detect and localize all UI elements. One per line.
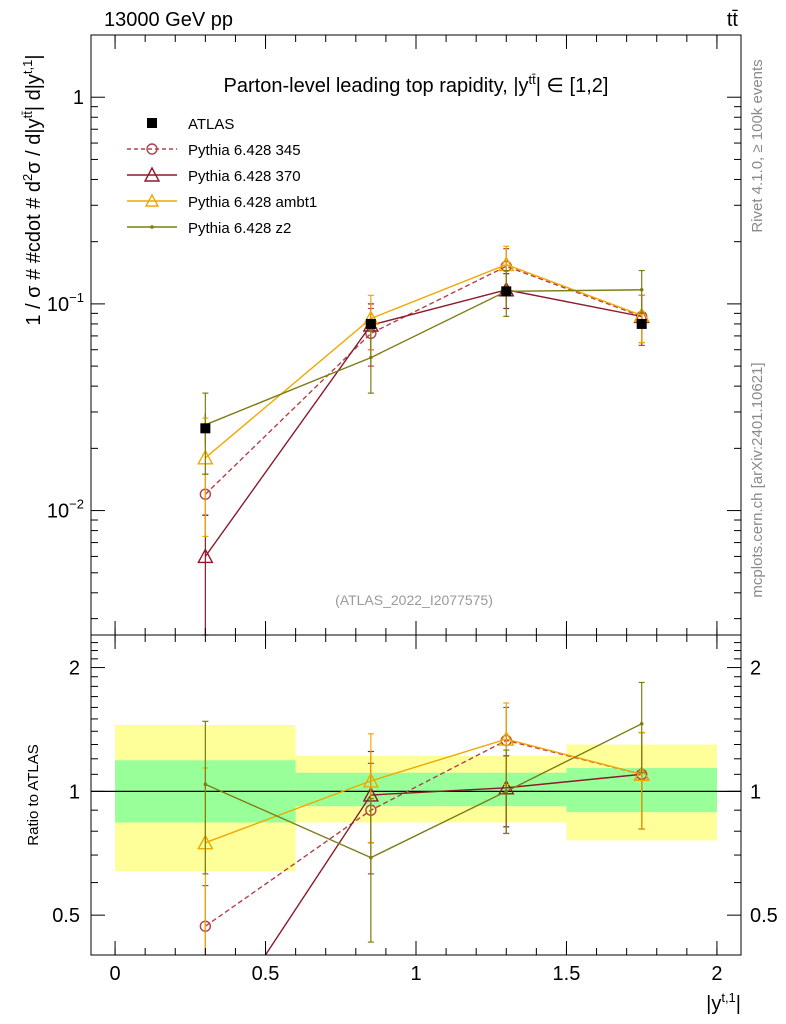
legend-marker-pythia-z2 [150,225,154,229]
legend-label-atlas: ATLAS [188,116,234,133]
main-point-atlas [636,318,647,329]
ratio-point-pythia-6-428-z2 [203,782,208,787]
main-y-tick-label: 10−2 [47,497,84,523]
process-label: tt̄ [727,9,739,31]
ratio-point-pythia-6-428-z2 [639,721,644,726]
legend: ATLAS Pythia 6.428 345 Pythia 6.428 370 … [127,116,317,237]
main-point-atlas [365,318,376,329]
ratio-y-tick-label: 1 [69,781,80,803]
ratio-y-tick-label-right: 0.5 [750,905,778,927]
ratio-y-tick-label-right: 1 [750,781,761,803]
ratio-point-pythia-6-428-ambt1 [498,730,515,746]
legend-marker-pythia-345 [146,143,158,155]
legend-marker-pythia-370 [143,166,161,182]
legend-label-pythia-ambt1: Pythia 6.428 ambt1 [188,194,317,211]
ratio-point-pythia-6-428-z2 [369,855,373,860]
legend-entry-pythia-345: Pythia 6.428 345 [127,142,301,159]
main-panel: 1 10−1 10−2 Parton-level leading top rapid… [20,34,742,636]
analysis-watermark: (ATLAS_2022_I2077575) [335,592,493,608]
main-point-atlas [501,286,512,297]
legend-entry-atlas: ATLAS [147,116,234,133]
main-point-pythia-6-428-z2 [639,287,644,292]
main-line-pythia-6-428-ambt1 [204,263,642,459]
rivet-label: Rivet 4.1.0, ≥ 100k events [749,59,766,232]
ratio-y-tick-label-right: 2 [750,658,761,680]
legend-label-pythia-345: Pythia 6.428 345 [188,142,301,159]
main-line-pythia-6-428-345 [204,265,642,495]
energy-label: 13000 GeV pp [104,9,233,31]
ratio-y-tick-label: 2 [69,658,80,680]
ratio-y-axis-label: Ratio to ATLAS [25,744,42,845]
legend-entry-pythia-z2: Pythia 6.428 z2 [127,220,291,237]
ratio-line-pythia-6-428-ambt1 [205,738,642,844]
x-tick-label: 1.5 [553,963,581,985]
legend-label-pythia-z2: Pythia 6.428 z2 [188,220,291,237]
main-axis-ticks: 1 10−1 10−2 [47,34,741,635]
main-series-pythia-6-428-345 [199,248,648,516]
legend-marker-atlas [147,118,157,128]
ratio-line-pythia-6-428-z2 [205,723,643,859]
main-y-tick-label: 1 [73,87,84,109]
main-point-pythia-6-428-z2 [369,355,373,360]
x-tick-label: 2 [711,963,722,985]
main-line-pythia-6-428-370 [204,289,642,557]
x-axis-label: |yt,1| [706,990,741,1015]
legend-entry-pythia-370: Pythia 6.428 370 [127,166,301,185]
legend-entry-pythia-ambt1: Pythia 6.428 ambt1 [127,193,317,211]
main-point-atlas [200,423,211,434]
ratio-axis-ticks: 0.5 0.5 1 1 2 2 0 0.5 1 1.5 2 [52,634,778,985]
legend-label-pythia-370: Pythia 6.428 370 [188,168,301,185]
main-y-tick-label: 10−1 [47,290,84,316]
x-tick-label: 1 [410,963,421,985]
main-point-pythia-6-428-370 [197,547,214,564]
legend-marker-pythia-ambt1 [144,193,160,207]
main-y-axis-label: 1 / σ # #cdot # d2σ / d|ytt̄| d|yt,1| [20,54,45,325]
ratio-line-pythia-6-428-370 [264,773,642,955]
main-title: Parton-level leading top rapidity, |ytt̄… [224,72,609,97]
ratio-series-pythia-6-428-z2 [202,681,645,943]
main-series-pythia-6-428-370 [197,273,650,636]
ratio-panel: 0.5 0.5 1 1 2 2 0 0.5 1 1.5 2 Ratio to ATLAS |yt,1… [25,634,778,1015]
mcplots-label: mcplots.cern.ch [arXiv:2401.10621] [749,362,766,597]
main-series-pythia-6-428-z2 [202,269,645,475]
ratio-point-pythia-6-428-ambt1 [633,765,650,782]
ratio-y-tick-label: 0.5 [52,905,80,927]
ratio-plot-area [91,681,741,955]
main-plot-area [197,245,650,636]
x-tick-label: 0.5 [252,963,280,985]
main-line-pythia-6-428-z2 [205,289,642,426]
main-series-atlas [204,284,643,447]
ratio-point-pythia-6-428-z2 [504,789,509,794]
main-series-atlas [200,286,647,434]
ratio-point-pythia-6-428-ambt1 [362,772,380,788]
x-tick-label: 0 [110,963,121,985]
